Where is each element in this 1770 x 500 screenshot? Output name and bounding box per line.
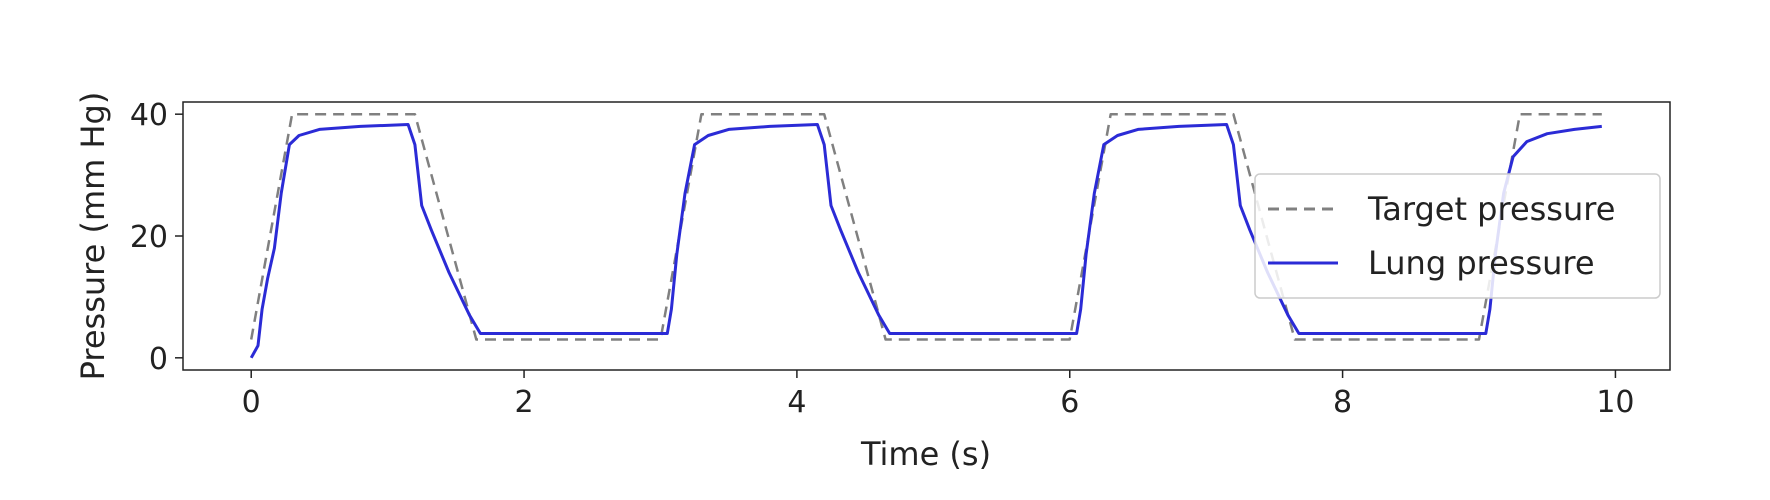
series-line-lung-pressure (249, 123, 1602, 359)
x-tick-label: 10 (1596, 385, 1634, 420)
y-tick-label: 40 (130, 98, 168, 133)
legend-label-lung-pressure: Lung pressure (1368, 244, 1595, 282)
legend-label-target-pressure: Target pressure (1367, 190, 1615, 228)
series-line-target-pressure (249, 112, 1602, 341)
y-axis: 0 20 40 (130, 98, 183, 377)
x-tick-label: 4 (787, 385, 806, 420)
y-tick-label: 20 (130, 220, 168, 255)
y-tick-label: 0 (149, 342, 168, 377)
x-axis-label: Time (s) (860, 435, 991, 473)
x-tick-label: 8 (1333, 385, 1352, 420)
legend: Target pressure Lung pressure (1254, 173, 1661, 299)
series-layer (249, 112, 1602, 359)
x-tick-label: 0 (242, 385, 261, 420)
x-tick-label: 2 (515, 385, 534, 420)
y-axis-label: Pressure (mm Hg) (74, 92, 112, 381)
x-axis: 0 2 4 6 8 10 (242, 370, 1635, 420)
legend-box (1254, 173, 1661, 299)
x-tick-label: 6 (1060, 385, 1079, 420)
